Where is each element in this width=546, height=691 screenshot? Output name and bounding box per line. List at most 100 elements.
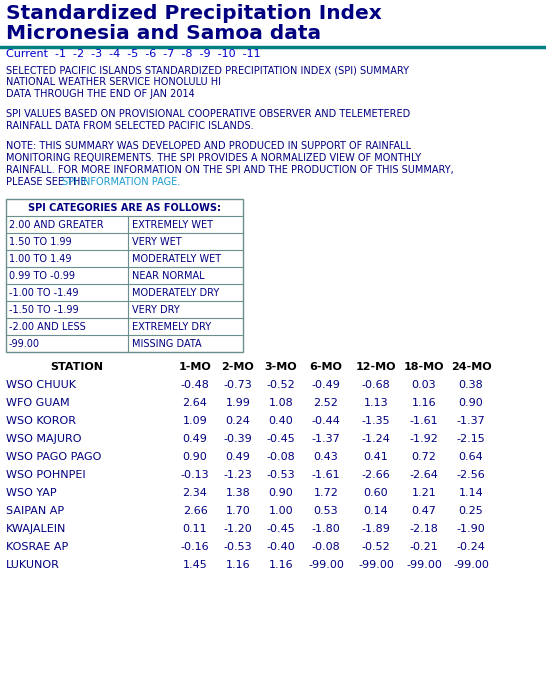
Text: 1.00 TO 1.49: 1.00 TO 1.49	[9, 254, 72, 263]
Text: 2.64: 2.64	[182, 398, 207, 408]
Text: -0.16: -0.16	[181, 542, 209, 552]
Text: 0.03: 0.03	[412, 380, 436, 390]
Text: NEAR NORMAL: NEAR NORMAL	[132, 270, 205, 281]
Text: Current  -1  -2  -3  -4  -5  -6  -7  -8  -9  -10  -11: Current -1 -2 -3 -4 -5 -6 -7 -8 -9 -10 -…	[6, 49, 260, 59]
Text: 0.49: 0.49	[225, 452, 251, 462]
Text: -1.61: -1.61	[312, 470, 340, 480]
Text: 2.52: 2.52	[313, 398, 339, 408]
Text: RAINFALL DATA FROM SELECTED PACIFIC ISLANDS.: RAINFALL DATA FROM SELECTED PACIFIC ISLA…	[6, 121, 254, 131]
Text: -99.00: -99.00	[9, 339, 40, 348]
Text: 1.70: 1.70	[225, 506, 251, 516]
Text: -1.37: -1.37	[456, 416, 485, 426]
Text: 1.08: 1.08	[269, 398, 293, 408]
Text: DATA THROUGH THE END OF JAN 2014: DATA THROUGH THE END OF JAN 2014	[6, 89, 195, 99]
Text: -99.00: -99.00	[358, 560, 394, 570]
Text: 1.16: 1.16	[225, 560, 250, 570]
Text: 0.14: 0.14	[364, 506, 388, 516]
Text: WSO MAJURO: WSO MAJURO	[6, 434, 81, 444]
Text: RAINFALL. FOR MORE INFORMATION ON THE SPI AND THE PRODUCTION OF THIS SUMMARY,: RAINFALL. FOR MORE INFORMATION ON THE SP…	[6, 165, 454, 175]
Text: -0.45: -0.45	[266, 524, 295, 534]
Text: KWAJALEIN: KWAJALEIN	[6, 524, 67, 534]
Text: -2.15: -2.15	[456, 434, 485, 444]
Text: 1.72: 1.72	[313, 488, 339, 498]
Text: -2.56: -2.56	[456, 470, 485, 480]
Text: -99.00: -99.00	[308, 560, 344, 570]
Text: NOTE: THIS SUMMARY WAS DEVELOPED AND PRODUCED IN SUPPORT OF RAINFALL: NOTE: THIS SUMMARY WAS DEVELOPED AND PRO…	[6, 141, 411, 151]
Bar	[6, 199, 243, 352]
Text: 3-MO: 3-MO	[265, 362, 298, 372]
Text: 0.38: 0.38	[459, 380, 483, 390]
Text: VERY DRY: VERY DRY	[132, 305, 180, 314]
Text: 0.25: 0.25	[459, 506, 483, 516]
Text: 18-MO: 18-MO	[403, 362, 444, 372]
Text: EXTREMELY WET: EXTREMELY WET	[132, 220, 213, 229]
Text: -0.49: -0.49	[312, 380, 341, 390]
Text: 0.43: 0.43	[313, 452, 339, 462]
Text: 6-MO: 6-MO	[310, 362, 342, 372]
Text: 1.09: 1.09	[182, 416, 207, 426]
Text: 1-MO: 1-MO	[179, 362, 211, 372]
Text: -1.92: -1.92	[410, 434, 438, 444]
Text: 0.90: 0.90	[459, 398, 483, 408]
Text: MODERATELY WET: MODERATELY WET	[132, 254, 221, 263]
Text: -0.24: -0.24	[456, 542, 485, 552]
Text: SPI CATEGORIES ARE AS FOLLOWS:: SPI CATEGORIES ARE AS FOLLOWS:	[28, 202, 221, 213]
Text: WSO PAGO PAGO: WSO PAGO PAGO	[6, 452, 102, 462]
Text: 1.99: 1.99	[225, 398, 251, 408]
Text: -0.21: -0.21	[410, 542, 438, 552]
Text: -0.44: -0.44	[312, 416, 341, 426]
Text: -1.61: -1.61	[410, 416, 438, 426]
Text: -1.35: -1.35	[361, 416, 390, 426]
Text: 1.00: 1.00	[269, 506, 293, 516]
Text: -1.20: -1.20	[224, 524, 252, 534]
Text: -1.23: -1.23	[224, 470, 252, 480]
Text: -1.00 TO -1.49: -1.00 TO -1.49	[9, 287, 79, 298]
Text: -0.48: -0.48	[181, 380, 210, 390]
Text: SELECTED PACIFIC ISLANDS STANDARDIZED PRECIPITATION INDEX (SPI) SUMMARY: SELECTED PACIFIC ISLANDS STANDARDIZED PR…	[6, 65, 409, 75]
Text: 0.40: 0.40	[269, 416, 293, 426]
Text: -99.00: -99.00	[406, 560, 442, 570]
Text: 0.49: 0.49	[182, 434, 207, 444]
Text: -0.53: -0.53	[224, 542, 252, 552]
Text: -1.90: -1.90	[456, 524, 485, 534]
Text: SAIPAN AP: SAIPAN AP	[6, 506, 64, 516]
Text: -0.73: -0.73	[224, 380, 252, 390]
Text: 1.14: 1.14	[459, 488, 483, 498]
Text: 24-MO: 24-MO	[450, 362, 491, 372]
Text: -1.24: -1.24	[361, 434, 390, 444]
Text: -1.89: -1.89	[361, 524, 390, 534]
Text: 2.00 AND GREATER: 2.00 AND GREATER	[9, 220, 104, 229]
Text: -2.64: -2.64	[410, 470, 438, 480]
Text: WSO KOROR: WSO KOROR	[6, 416, 76, 426]
Text: 0.64: 0.64	[459, 452, 483, 462]
Text: -0.08: -0.08	[266, 452, 295, 462]
Text: LUKUNOR: LUKUNOR	[6, 560, 60, 570]
Text: Standardized Precipitation Index: Standardized Precipitation Index	[6, 4, 382, 23]
Text: -0.13: -0.13	[181, 470, 209, 480]
Text: Micronesia and Samoa data: Micronesia and Samoa data	[6, 24, 321, 43]
Text: WSO YAP: WSO YAP	[6, 488, 57, 498]
Text: WSO POHNPEI: WSO POHNPEI	[6, 470, 86, 480]
Text: 1.13: 1.13	[364, 398, 388, 408]
Text: WSO CHUUK: WSO CHUUK	[6, 380, 76, 390]
Text: -0.39: -0.39	[224, 434, 252, 444]
Text: -0.40: -0.40	[266, 542, 295, 552]
Text: SPI VALUES BASED ON PROVISIONAL COOPERATIVE OBSERVER AND TELEMETERED: SPI VALUES BASED ON PROVISIONAL COOPERAT…	[6, 109, 410, 119]
Text: -99.00: -99.00	[453, 560, 489, 570]
Text: 1.16: 1.16	[412, 398, 436, 408]
Text: 0.99 TO -0.99: 0.99 TO -0.99	[9, 270, 75, 281]
Text: 1.21: 1.21	[412, 488, 436, 498]
Text: 0.24: 0.24	[225, 416, 251, 426]
Text: MONITORING REQUIREMENTS. THE SPI PROVIDES A NORMALIZED VIEW OF MONTHLY: MONITORING REQUIREMENTS. THE SPI PROVIDE…	[6, 153, 421, 163]
Text: KOSRAE AP: KOSRAE AP	[6, 542, 68, 552]
Text: 2-MO: 2-MO	[222, 362, 254, 372]
Text: 0.47: 0.47	[412, 506, 436, 516]
Text: 1.38: 1.38	[225, 488, 251, 498]
Text: 0.41: 0.41	[364, 452, 388, 462]
Text: 1.16: 1.16	[269, 560, 293, 570]
Text: MISSING DATA: MISSING DATA	[132, 339, 201, 348]
Text: 0.72: 0.72	[412, 452, 436, 462]
Text: 0.11: 0.11	[183, 524, 207, 534]
Text: -0.08: -0.08	[312, 542, 340, 552]
Text: -0.45: -0.45	[266, 434, 295, 444]
